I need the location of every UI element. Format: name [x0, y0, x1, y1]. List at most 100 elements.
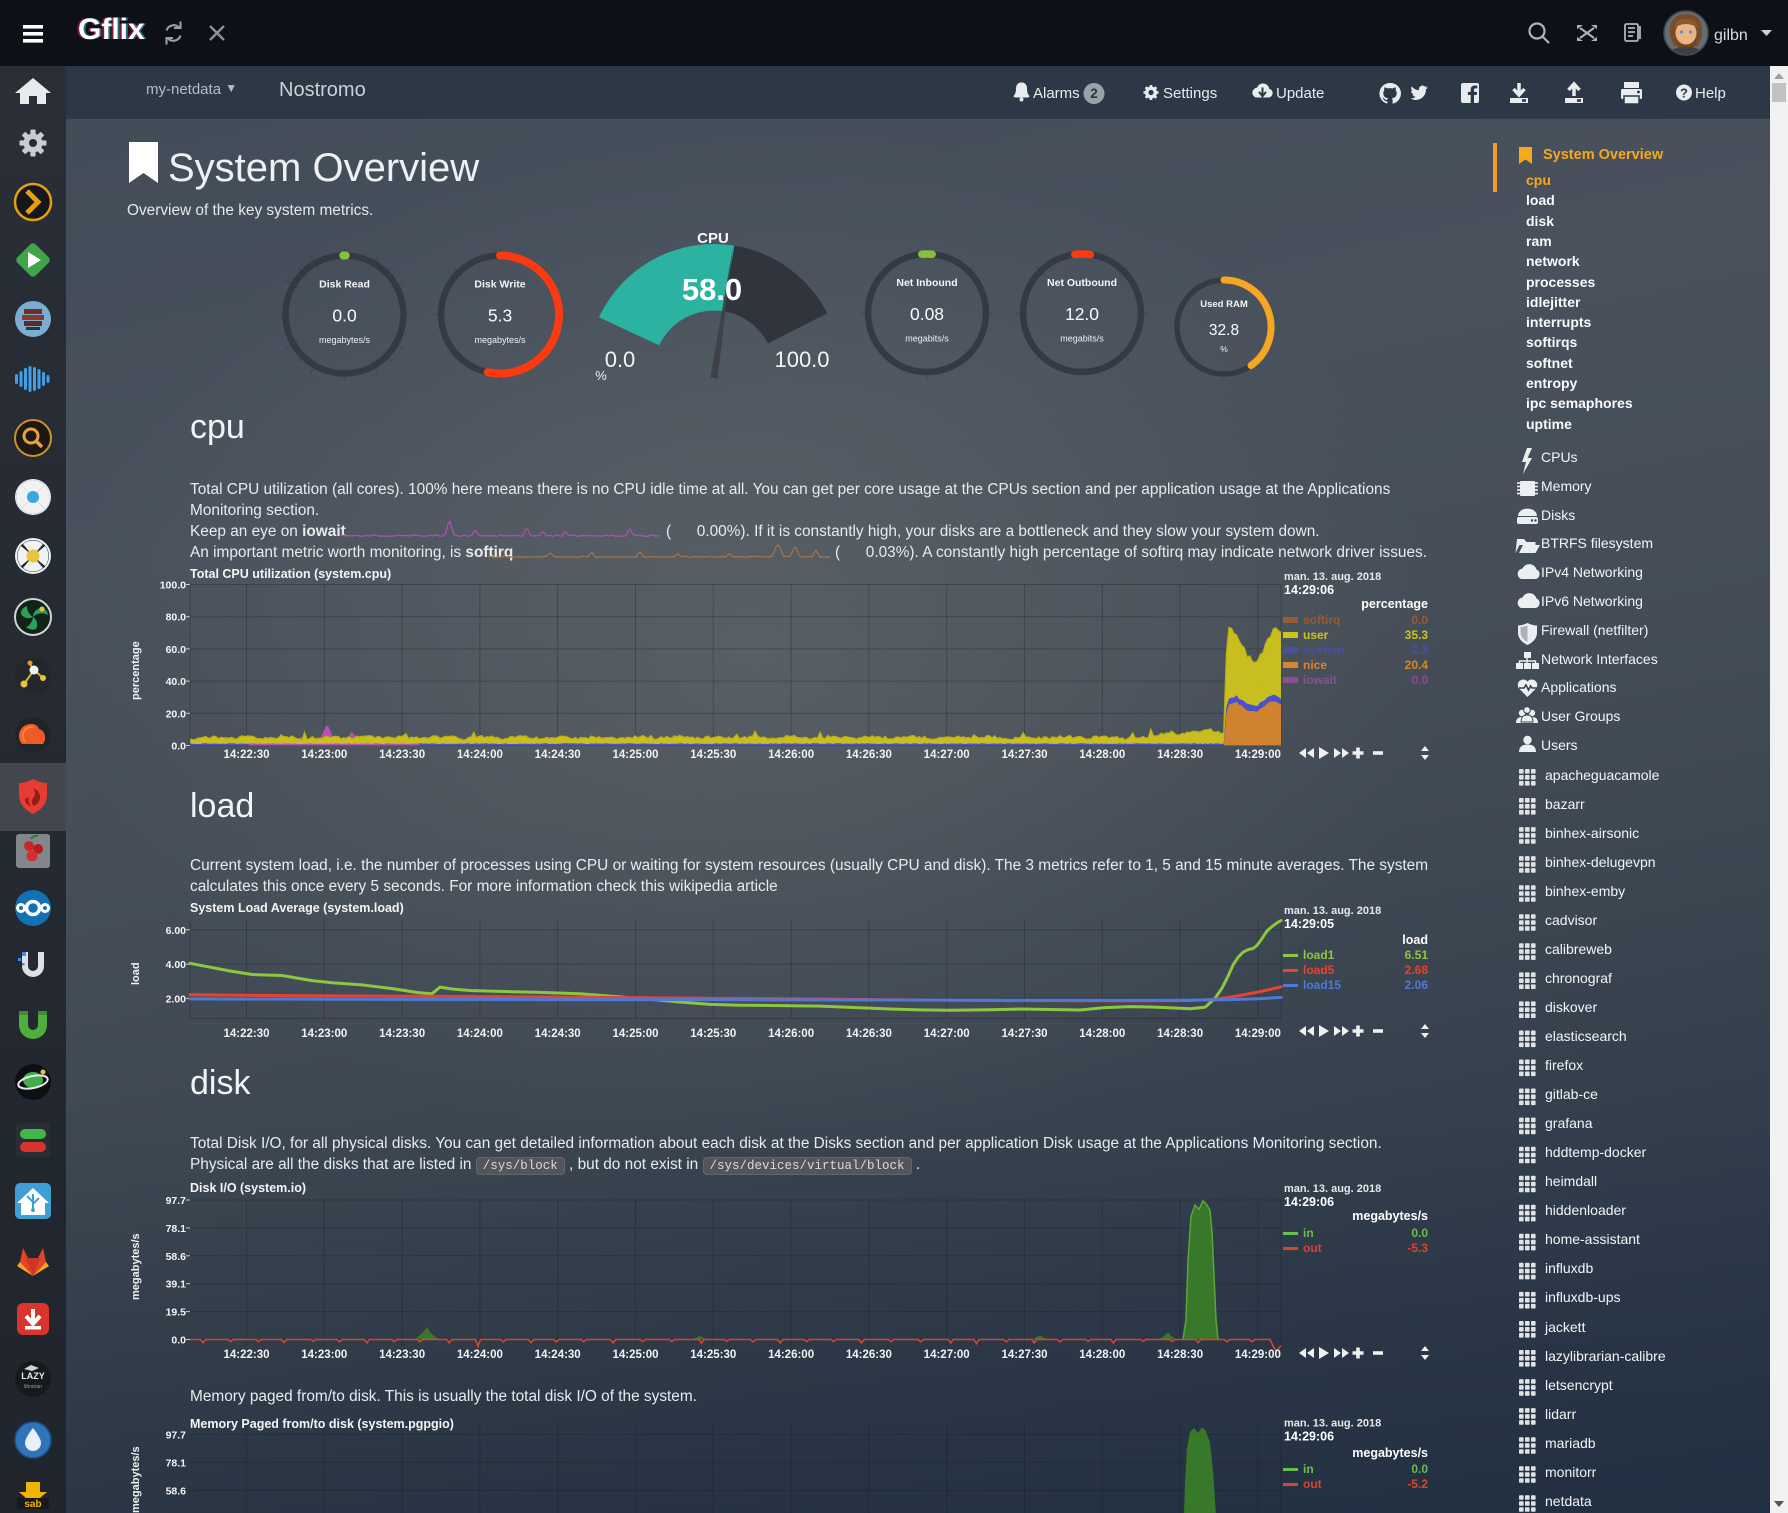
- svg-text:percentage: percentage: [130, 641, 142, 700]
- svg-text:megabytes/s: megabytes/s: [130, 1446, 142, 1513]
- svg-text:man. 13. aug. 2018: man. 13. aug. 2018: [1284, 571, 1381, 583]
- svg-text:14:24:30: 14:24:30: [535, 1028, 581, 1040]
- svg-text:58.0: 58.0: [682, 272, 742, 307]
- svg-text:load1: load1: [1303, 948, 1335, 962]
- svg-text:14:22:30: 14:22:30: [223, 749, 269, 761]
- svg-text:0.0: 0.0: [1411, 613, 1428, 627]
- svg-text:load15: load15: [1303, 978, 1341, 992]
- svg-text:14:29:00: 14:29:00: [1235, 749, 1281, 761]
- svg-text:14:27:00: 14:27:00: [924, 749, 970, 761]
- svg-text:megabytes/s: megabytes/s: [1352, 1446, 1428, 1460]
- svg-text:0.0: 0.0: [332, 306, 357, 326]
- svg-text:14:23:30: 14:23:30: [379, 1349, 425, 1361]
- svg-text:0.0: 0.0: [171, 741, 186, 753]
- svg-text:gilbn: gilbn: [1714, 27, 1748, 44]
- svg-text:5.3: 5.3: [488, 306, 512, 326]
- svg-text:percentage: percentage: [1361, 597, 1428, 611]
- svg-text:40.0: 40.0: [166, 676, 187, 688]
- svg-text:14:23:00: 14:23:00: [301, 749, 347, 761]
- svg-text:0.0: 0.0: [171, 1335, 186, 1347]
- svg-text:100.0: 100.0: [160, 580, 186, 592]
- svg-text:60.0: 60.0: [166, 644, 187, 656]
- svg-text:14:23:30: 14:23:30: [379, 749, 425, 761]
- svg-text:nice: nice: [1303, 658, 1327, 672]
- svg-text:80.0: 80.0: [166, 612, 187, 624]
- svg-text:Help: Help: [1695, 85, 1726, 102]
- svg-text:39.1: 39.1: [166, 1279, 187, 1291]
- svg-text:-5.3: -5.3: [1407, 1241, 1428, 1255]
- svg-text:14:24:30: 14:24:30: [535, 749, 581, 761]
- svg-text:iowait: iowait: [1303, 673, 1337, 687]
- svg-text:14:26:30: 14:26:30: [846, 749, 892, 761]
- svg-text:sab: sab: [24, 1499, 41, 1510]
- svg-text:man. 13. aug. 2018: man. 13. aug. 2018: [1284, 1183, 1381, 1195]
- svg-text:14:26:00: 14:26:00: [768, 1028, 814, 1040]
- svg-text:14:29:06: 14:29:06: [1284, 1430, 1334, 1444]
- svg-text:Disk I/O (system.io): Disk I/O (system.io): [190, 1181, 306, 1195]
- svg-text:megabytes/s: megabytes/s: [130, 1233, 142, 1300]
- svg-text:%: %: [1220, 344, 1228, 354]
- svg-text:in: in: [1303, 1226, 1314, 1240]
- svg-text:megabits/s: megabits/s: [1060, 334, 1104, 344]
- svg-text:softirq: softirq: [1303, 613, 1340, 627]
- svg-text:14:29:00: 14:29:00: [1235, 1028, 1281, 1040]
- svg-text:man. 13. aug. 2018: man. 13. aug. 2018: [1284, 905, 1381, 917]
- svg-text:14:27:30: 14:27:30: [1001, 1349, 1047, 1361]
- svg-text:14:29:00: 14:29:00: [1235, 1349, 1281, 1361]
- svg-text:Alarms: Alarms: [1033, 85, 1080, 102]
- svg-text:14:26:30: 14:26:30: [846, 1349, 892, 1361]
- svg-text:Total CPU utilization (system.: Total CPU utilization (system.cpu): [190, 567, 391, 581]
- svg-text:12.0: 12.0: [1065, 304, 1099, 324]
- svg-text:14:23:00: 14:23:00: [301, 1349, 347, 1361]
- svg-text:megabytes/s: megabytes/s: [319, 335, 371, 345]
- svg-text:14:28:00: 14:28:00: [1079, 1028, 1125, 1040]
- svg-text:Net Inbound: Net Inbound: [896, 277, 957, 289]
- svg-text:58.6: 58.6: [166, 1251, 187, 1263]
- svg-text:user: user: [1303, 628, 1329, 642]
- svg-text:14:23:30: 14:23:30: [379, 1028, 425, 1040]
- svg-text:CPU: CPU: [697, 230, 729, 247]
- svg-text:14:22:30: 14:22:30: [223, 1028, 269, 1040]
- svg-text:0.0: 0.0: [605, 347, 636, 372]
- svg-text:14:24:00: 14:24:00: [457, 749, 503, 761]
- svg-text:in: in: [1303, 1462, 1314, 1476]
- svg-text:14:26:00: 14:26:00: [768, 749, 814, 761]
- svg-text:97.7: 97.7: [166, 1430, 187, 1442]
- svg-text:14:28:00: 14:28:00: [1079, 749, 1125, 761]
- svg-text:14:26:00: 14:26:00: [768, 1349, 814, 1361]
- svg-text:load: load: [130, 962, 142, 985]
- svg-text:2: 2: [1090, 86, 1098, 101]
- svg-text:0.0: 0.0: [1411, 1226, 1428, 1240]
- svg-text:14:29:06: 14:29:06: [1284, 1195, 1334, 1209]
- svg-text:2.68: 2.68: [1405, 963, 1429, 977]
- svg-text:78.1: 78.1: [166, 1223, 187, 1235]
- svg-text:6.51: 6.51: [1405, 948, 1429, 962]
- svg-text:14:25:30: 14:25:30: [690, 1028, 736, 1040]
- svg-text:14:25:00: 14:25:00: [612, 1028, 658, 1040]
- svg-text:14:28:00: 14:28:00: [1079, 1349, 1125, 1361]
- svg-text:14:25:30: 14:25:30: [690, 1349, 736, 1361]
- svg-text:?: ?: [1680, 86, 1688, 101]
- svg-text:out: out: [1303, 1241, 1322, 1255]
- svg-text:0.0: 0.0: [1411, 673, 1428, 687]
- svg-text:14:29:06: 14:29:06: [1284, 583, 1334, 597]
- svg-text:6.00: 6.00: [166, 925, 187, 937]
- svg-text:2.00: 2.00: [166, 993, 187, 1005]
- svg-text:14:29:05: 14:29:05: [1284, 917, 1334, 931]
- svg-text:14:25:30: 14:25:30: [690, 749, 736, 761]
- svg-text:man. 13. aug. 2018: man. 13. aug. 2018: [1284, 1418, 1381, 1430]
- svg-text:Memory Paged from/to disk (sys: Memory Paged from/to disk (system.pgpgio…: [190, 1417, 454, 1431]
- svg-text:100.0: 100.0: [774, 347, 829, 372]
- svg-text:14:23:00: 14:23:00: [301, 1028, 347, 1040]
- svg-text:14:24:30: 14:24:30: [535, 1349, 581, 1361]
- svg-text:14:28:30: 14:28:30: [1157, 1349, 1203, 1361]
- svg-text:14:27:30: 14:27:30: [1001, 1028, 1047, 1040]
- svg-text:14:27:00: 14:27:00: [924, 1349, 970, 1361]
- svg-text:librarian: librarian: [24, 1384, 42, 1390]
- svg-text:Used RAM: Used RAM: [1200, 299, 1248, 310]
- svg-text:load5: load5: [1303, 963, 1335, 977]
- svg-text:System Load Average (system.lo: System Load Average (system.load): [190, 901, 404, 915]
- svg-text:14:28:30: 14:28:30: [1157, 1028, 1203, 1040]
- svg-text:Disk Read: Disk Read: [319, 279, 370, 291]
- svg-text:97.7: 97.7: [166, 1195, 187, 1207]
